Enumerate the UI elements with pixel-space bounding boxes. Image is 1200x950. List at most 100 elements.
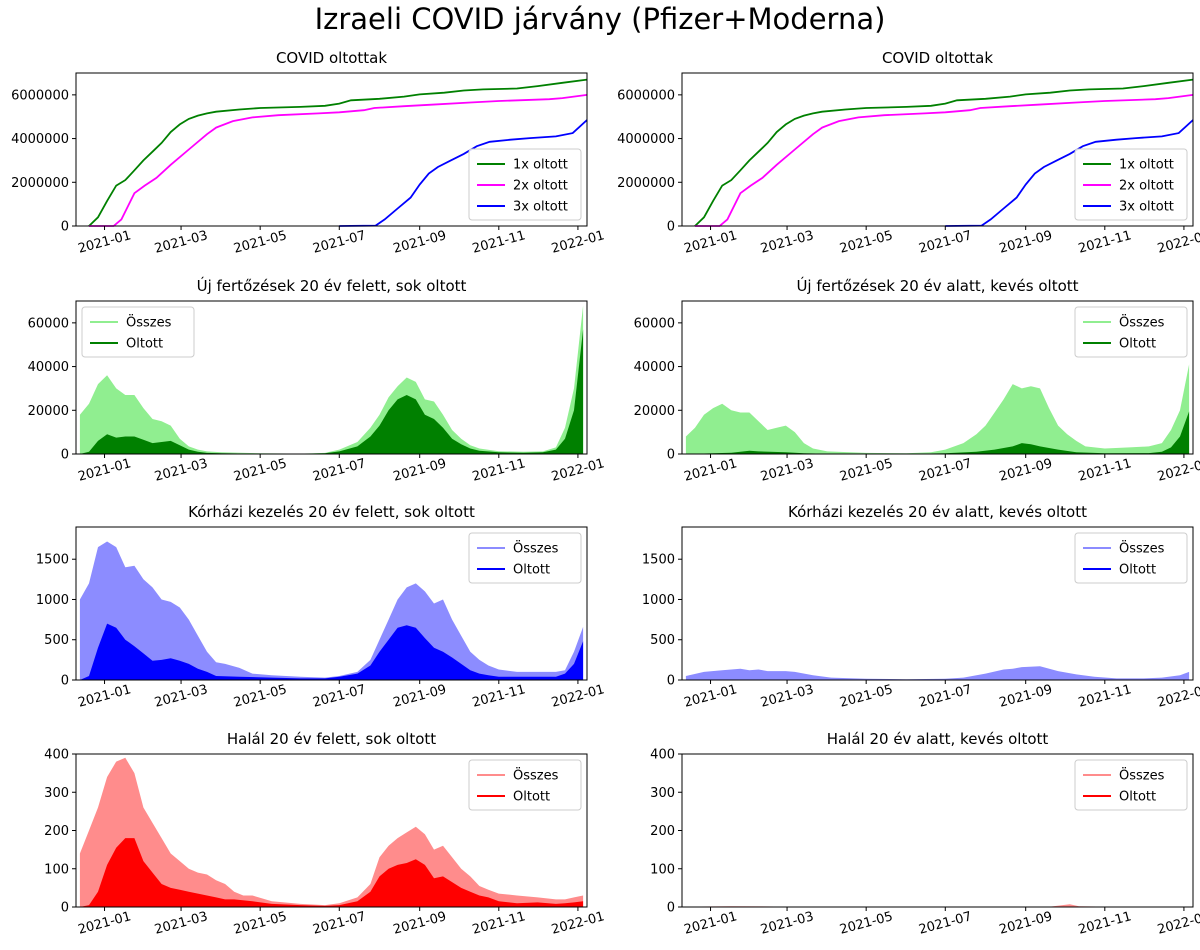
area-total: [79, 541, 584, 680]
x-tick-label: 2022-01: [1156, 909, 1200, 938]
x-tick-label: 2021-11: [471, 909, 527, 938]
y-tick-label: 1500: [36, 553, 69, 568]
subplot-8: Halál 20 év alatt, kevés oltott 0 100 200 30…: [650, 730, 1200, 938]
axes-frame: [75, 526, 588, 681]
x-tick-label: 2021-05: [232, 909, 288, 938]
legend-label: Összes: [513, 767, 559, 784]
area-total: [79, 757, 584, 907]
subplot-title: Halál 20 év alatt, kevés oltott: [827, 730, 1049, 748]
y-tick-label: 1500: [642, 553, 675, 568]
x-tick-label: 2021-09: [998, 456, 1054, 485]
legend-label: Összes: [513, 540, 559, 557]
y-tick-label: 6000000: [617, 88, 675, 103]
line-series-2: [89, 94, 588, 227]
legend-box: [1074, 148, 1188, 221]
legend-label: Összes: [1119, 540, 1165, 557]
legend-label: 1x oltott: [1119, 158, 1174, 173]
x-tick-label: 2021-09: [392, 909, 448, 938]
y-tick-label: 1000: [642, 593, 675, 608]
x-tick-label: 2021-05: [232, 456, 288, 485]
subplot-6: Kórházi kezelés 20 év alatt, kevés oltot…: [642, 503, 1200, 711]
y-tick-label: 0: [61, 220, 69, 235]
line-series-2: [695, 94, 1194, 227]
x-tick-label: 2022-01: [550, 456, 606, 485]
x-tick-label: 2021-01: [76, 228, 132, 257]
legend-box: [468, 532, 582, 584]
subplot-title: Új fertőzések 20 év alatt, kevés oltott: [796, 276, 1078, 295]
y-tick-label: 200: [650, 824, 675, 839]
y-tick-label: 1000: [36, 593, 69, 608]
axes-frame: [75, 300, 588, 455]
y-tick-label: 4000000: [617, 132, 675, 147]
area-total: [685, 364, 1190, 454]
x-tick-label: 2021-01: [682, 909, 738, 938]
x-tick-label: 2021-09: [392, 456, 448, 485]
x-tick-label: 2022-01: [550, 682, 606, 711]
legend-label: Oltott: [126, 337, 163, 352]
legend-box: [81, 306, 195, 358]
subplot-title: Kórházi kezelés 20 év alatt, kevés oltot…: [788, 503, 1087, 521]
x-tick-label: 2022-01: [1156, 456, 1200, 485]
subplot-5: Kórházi kezelés 20 év felett, sok oltott…: [36, 503, 606, 711]
x-tick-label: 2021-05: [838, 682, 894, 711]
subplot-title: Kórházi kezelés 20 év felett, sok oltott: [188, 503, 475, 521]
legend: Összes Oltott: [468, 759, 582, 811]
x-tick-label: 2021-09: [392, 228, 448, 257]
axes-frame: [681, 72, 1194, 227]
legend-box: [1074, 532, 1188, 584]
x-tick-label: 2021-01: [682, 682, 738, 711]
x-tick-label: 2022-01: [1156, 682, 1200, 711]
x-tick-label: 2021-05: [232, 228, 288, 257]
y-tick-label: 300: [650, 786, 675, 801]
legend-label: 3x oltott: [1119, 200, 1174, 215]
subplot-2: COVID oltottak 0 2000000 4000000 6000000 2021…: [617, 49, 1200, 257]
y-tick-label: 20000: [28, 404, 69, 419]
legend-label: 3x oltott: [513, 200, 568, 215]
x-tick-label: 2021-05: [838, 456, 894, 485]
x-tick-label: 2021-03: [759, 682, 815, 711]
legend-label: Összes: [1119, 767, 1165, 784]
y-tick-label: 200: [44, 824, 69, 839]
x-tick-label: 2022-01: [1156, 228, 1200, 257]
area-vaccinated: [79, 838, 584, 907]
y-tick-label: 300: [44, 786, 69, 801]
x-tick-label: 2021-01: [682, 456, 738, 485]
x-tick-label: 2022-01: [550, 228, 606, 257]
area-total: [685, 666, 1190, 680]
x-tick-label: 2021-07: [311, 228, 367, 257]
subplot-3: Új fertőzések 20 év felett, sok oltott 0 2…: [28, 276, 607, 485]
x-tick-label: 2021-07: [917, 682, 973, 711]
x-tick-label: 2021-03: [759, 228, 815, 257]
x-tick-label: 2021-11: [1077, 909, 1133, 938]
y-tick-label: 0: [61, 674, 69, 689]
subplot-title: Halál 20 év felett, sok oltott: [227, 730, 436, 748]
x-tick-label: 2021-03: [153, 909, 209, 938]
x-tick-label: 2021-07: [311, 682, 367, 711]
line-series-3: [339, 119, 588, 227]
legend: Összes Oltott: [1074, 306, 1188, 358]
y-tick-label: 60000: [634, 316, 675, 331]
y-tick-label: 100: [650, 862, 675, 877]
x-tick-label: 2021-07: [311, 456, 367, 485]
legend-label: 2x oltott: [1119, 179, 1174, 194]
subplot-title: COVID oltottak: [276, 49, 387, 67]
x-tick-label: 2021-11: [471, 456, 527, 485]
line-series-1: [694, 78, 1194, 227]
x-tick-label: 2021-11: [1077, 228, 1133, 257]
legend-label: 2x oltott: [513, 179, 568, 194]
area-vaccinated: [79, 623, 584, 680]
x-tick-label: 2021-11: [471, 228, 527, 257]
legend-box: [468, 759, 582, 811]
y-tick-label: 6000000: [11, 88, 69, 103]
y-tick-label: 0: [667, 674, 675, 689]
x-tick-label: 2021-05: [838, 909, 894, 938]
legend-box: [1074, 759, 1188, 811]
subplot-title: Új fertőzések 20 év felett, sok oltott: [197, 276, 467, 295]
x-tick-label: 2021-09: [998, 682, 1054, 711]
y-tick-label: 0: [61, 448, 69, 463]
y-tick-label: 4000000: [11, 132, 69, 147]
x-tick-label: 2022-01: [550, 909, 606, 938]
y-tick-label: 60000: [28, 316, 69, 331]
y-tick-label: 0: [667, 448, 675, 463]
